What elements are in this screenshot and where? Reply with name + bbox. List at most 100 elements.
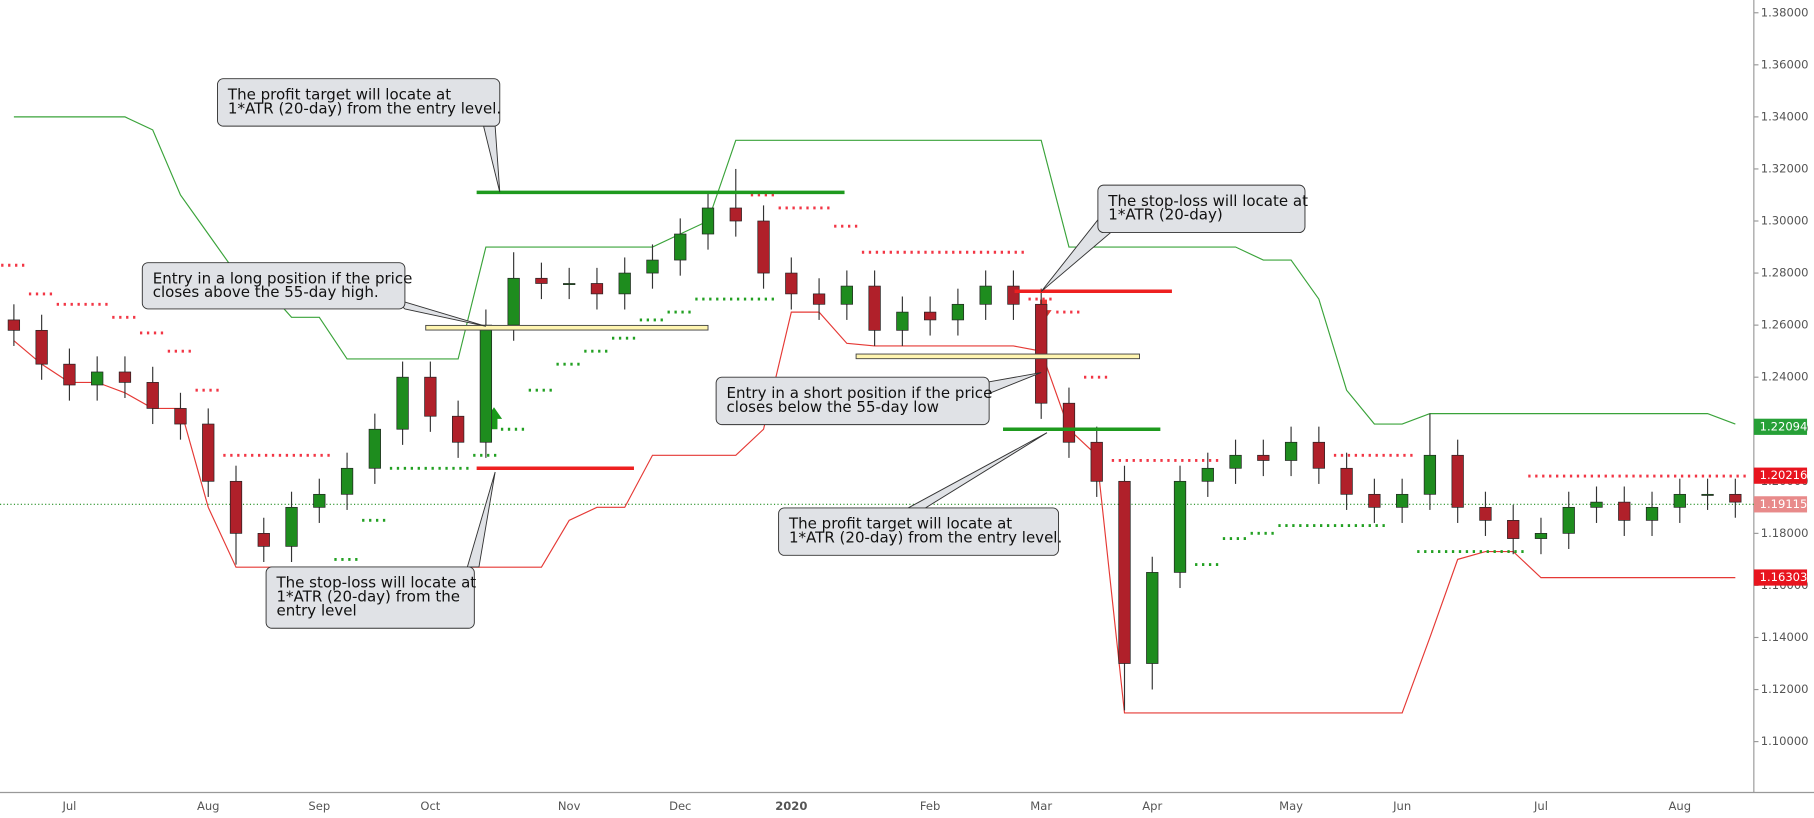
candle-body	[896, 311, 909, 331]
y-tick-label: 1.28000	[1761, 266, 1809, 280]
candle-body	[868, 285, 881, 331]
candle-body	[1396, 493, 1409, 508]
x-tick-label: Oct	[420, 799, 440, 813]
buy-arrow	[485, 407, 503, 430]
candle-body	[424, 376, 437, 417]
candle-body	[1534, 533, 1548, 539]
x-tick-label: Dec	[669, 799, 691, 813]
candle-body	[146, 382, 159, 409]
candle-body	[396, 376, 409, 430]
price-tag	[1753, 496, 1808, 513]
candle-body	[840, 285, 853, 305]
candle-body	[1173, 480, 1187, 573]
candle-body	[507, 277, 520, 326]
y-tick-label: 1.12000	[1761, 682, 1809, 696]
candle-body	[1007, 285, 1020, 305]
price-tag-label: 1.22094	[1760, 419, 1808, 433]
candle-body	[979, 285, 992, 305]
candle-body	[563, 283, 576, 285]
callout-text: The stop-loss will locate at	[1107, 192, 1308, 210]
callout-cover	[218, 79, 499, 125]
callout-text: Entry in a short position if the price	[727, 384, 993, 402]
callout-cover	[779, 509, 1058, 555]
callout-text: The profit target will locate at	[788, 515, 1012, 533]
candle-body	[1229, 454, 1242, 469]
candle-body	[174, 408, 187, 425]
candle-body	[646, 259, 659, 274]
price-tag	[1753, 418, 1808, 435]
candle-body	[257, 533, 270, 547]
callout-text: Entry in a long position if the price	[153, 269, 413, 287]
candle-body	[924, 311, 937, 321]
x-tick-label: Jun	[1392, 799, 1411, 813]
candle-body	[35, 329, 48, 365]
callout-pointer	[466, 471, 496, 568]
y-tick-label: 1.38000	[1761, 5, 1809, 19]
x-tick-label: May	[1279, 799, 1303, 813]
y-tick-label: 1.10000	[1761, 734, 1809, 748]
candle-body	[1062, 402, 1076, 443]
candle-body	[229, 480, 243, 534]
callout-cover	[143, 263, 404, 308]
callout: The profit target will locate at1*ATR (2…	[778, 432, 1062, 556]
candle-body	[285, 506, 298, 547]
candle-body	[701, 207, 715, 235]
candle-body	[785, 272, 798, 295]
candle-body	[1590, 501, 1603, 508]
callout-text: 1*ATR (20-day) from the entry level.	[228, 99, 501, 117]
candle-body	[368, 428, 381, 469]
callout: The stop-loss will locate at1*ATR (20-da…	[265, 471, 496, 629]
candle-body	[1701, 493, 1714, 496]
callout-text: 1*ATR (20-day) from the	[276, 587, 460, 605]
y-tick-label: 1.34000	[1761, 109, 1809, 123]
callout-text: 1*ATR (20-day) from the entry level.	[789, 528, 1062, 546]
callout: Entry in a short position if the pricecl…	[715, 372, 1042, 426]
x-tick-label: Jul	[61, 799, 76, 813]
y-tick-label: 1.32000	[1761, 161, 1809, 175]
candle-body	[1201, 467, 1214, 482]
candle-body	[1451, 454, 1464, 508]
candle-body	[1146, 572, 1159, 664]
candle-body	[812, 293, 826, 305]
x-tick-label: 2020	[775, 799, 807, 813]
candle-body	[1257, 454, 1270, 461]
candle-body	[202, 423, 215, 482]
candle-body	[1562, 506, 1575, 534]
candle-body	[451, 415, 465, 443]
price-tag-label: 1.20216	[1760, 468, 1808, 482]
entry-level	[855, 353, 1140, 360]
upper-channel	[13, 116, 1736, 425]
candle-body	[479, 324, 493, 443]
callout-cover	[717, 378, 988, 424]
callout: Entry in a long position if the priceclo…	[141, 262, 487, 327]
y-tick-label: 1.26000	[1761, 318, 1809, 332]
candle-body	[118, 371, 132, 383]
candle-body	[535, 277, 548, 284]
candle-body	[7, 319, 21, 331]
candle-body	[674, 233, 687, 261]
candle-body	[1507, 520, 1520, 539]
x-tick-label: Nov	[558, 799, 581, 813]
x-tick-label: Jul	[1533, 799, 1548, 813]
y-tick-label: 1.30000	[1761, 214, 1809, 228]
x-tick-label: Sep	[308, 799, 330, 813]
candle-body	[1312, 441, 1325, 469]
candle-body	[1368, 493, 1381, 508]
y-tick-label: 1.14000	[1761, 630, 1809, 644]
x-tick-label: Mar	[1030, 799, 1052, 813]
candle-body	[340, 467, 354, 495]
candle-body	[1423, 454, 1437, 495]
callout-text: closes above the 55-day high.	[153, 283, 379, 301]
price-tag-label: 1.19115	[1760, 497, 1808, 511]
callout-text: The profit target will locate at	[227, 85, 451, 103]
callout-text: entry level	[276, 601, 356, 619]
candle-body	[757, 220, 770, 274]
price-tag-label: 1.16303	[1760, 570, 1808, 584]
candle-body	[91, 371, 104, 386]
entry-level	[425, 324, 709, 331]
candle-body	[1729, 493, 1742, 503]
callout-cover	[1099, 186, 1304, 232]
candle-body	[313, 493, 326, 508]
candle-body	[951, 303, 965, 321]
